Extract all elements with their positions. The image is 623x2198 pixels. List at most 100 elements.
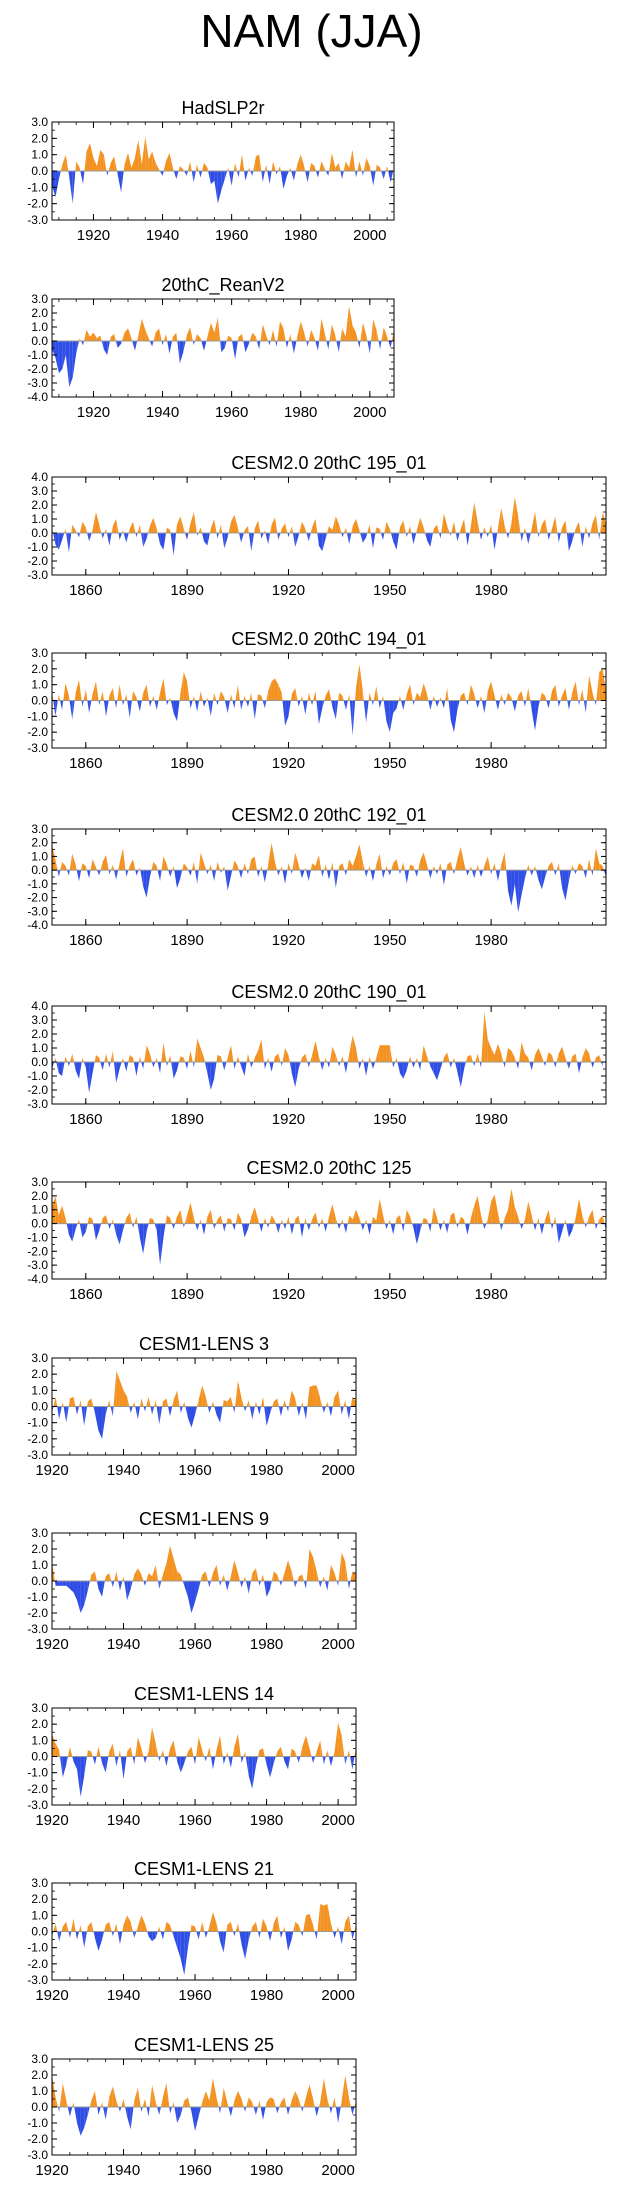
negative-area	[363, 700, 367, 723]
x-tick-label: 2000	[321, 2162, 354, 2179]
positive-area	[139, 1056, 142, 1062]
positive-area	[345, 306, 350, 341]
positive-area	[87, 1750, 92, 1757]
positive-area	[216, 1055, 218, 1062]
y-tick-label: -1.0	[27, 2116, 48, 2130]
negative-area	[298, 1062, 301, 1069]
negative-area	[220, 870, 221, 873]
positive-area	[349, 306, 353, 341]
negative-area	[264, 1062, 267, 1069]
positive-area	[199, 1219, 201, 1224]
positive-area	[399, 520, 404, 533]
y-tick-label: 3.0	[31, 1351, 48, 1365]
negative-area	[406, 1062, 409, 1071]
negative-area	[214, 171, 218, 204]
negative-area	[299, 1223, 302, 1238]
positive-area	[586, 675, 590, 701]
positive-area	[454, 859, 458, 871]
negative-area	[125, 2107, 128, 2117]
negative-area	[228, 2107, 231, 2117]
positive-area	[341, 2075, 346, 2107]
negative-area	[170, 700, 174, 714]
negative-area	[428, 700, 431, 710]
positive-area	[291, 687, 296, 701]
x-tick-label: 1920	[77, 227, 110, 244]
y-tick-label: 2.0	[31, 1542, 48, 1556]
negative-area	[441, 870, 444, 886]
positive-area	[95, 512, 100, 533]
positive-area	[102, 1215, 107, 1224]
positive-area	[252, 1921, 256, 1932]
negative-area	[291, 870, 293, 875]
negative-area	[160, 533, 164, 550]
negative-area	[97, 870, 100, 876]
negative-area	[413, 533, 417, 545]
positive-area	[112, 1050, 114, 1062]
positive-area	[140, 1398, 142, 1407]
positive-area	[523, 527, 525, 533]
positive-area	[243, 530, 245, 533]
positive-area	[538, 1048, 542, 1062]
positive-area	[185, 335, 187, 341]
positive-area	[266, 1057, 269, 1062]
negative-area	[428, 870, 431, 879]
negative-area	[76, 341, 80, 354]
negative-area	[83, 171, 85, 185]
negative-area	[230, 1756, 233, 1768]
positive-area	[243, 1751, 246, 1757]
positive-area	[560, 695, 563, 701]
negative-area	[207, 1581, 210, 1588]
positive-area	[459, 695, 461, 701]
negative-area	[322, 700, 325, 709]
negative-area	[520, 533, 522, 542]
negative-area	[207, 1406, 210, 1413]
positive-area	[343, 1921, 346, 1932]
positive-area	[441, 513, 444, 533]
negative-area	[204, 1062, 208, 1074]
negative-area	[301, 1223, 305, 1238]
positive-area	[313, 1557, 317, 1581]
positive-area	[191, 1746, 194, 1757]
positive-area	[111, 526, 113, 533]
negative-area	[450, 533, 452, 536]
positive-area	[329, 324, 332, 341]
positive-area	[61, 1926, 63, 1932]
positive-area	[200, 852, 205, 871]
positive-area	[66, 1921, 69, 1932]
negative-area	[363, 1062, 367, 1076]
negative-area	[79, 1223, 83, 1238]
positive-area	[426, 1056, 429, 1062]
negative-area	[492, 533, 495, 550]
negative-area	[270, 1931, 273, 1942]
positive-area	[558, 863, 560, 871]
positive-area	[202, 1385, 206, 1407]
y-tick-label: -2.0	[27, 725, 48, 739]
positive-area	[170, 1925, 173, 1932]
positive-area	[102, 691, 104, 701]
negative-area	[243, 2107, 246, 2112]
positive-area	[146, 1573, 149, 1581]
positive-area	[162, 1563, 167, 1581]
positive-area	[134, 139, 139, 171]
positive-area	[119, 848, 123, 871]
negative-area	[338, 341, 341, 353]
positive-area	[231, 1045, 234, 1062]
negative-area	[224, 870, 228, 891]
negative-area	[403, 1223, 405, 1232]
negative-area	[172, 1931, 174, 1937]
x-tick-label: 1980	[474, 1111, 507, 1128]
negative-area	[443, 700, 446, 709]
positive-area	[295, 1215, 299, 1224]
negative-area	[465, 533, 468, 546]
negative-area	[556, 1223, 559, 1243]
negative-area	[84, 1581, 88, 1605]
positive-area	[342, 328, 346, 341]
positive-area	[89, 1574, 92, 1581]
positive-area	[92, 681, 96, 701]
negative-area	[200, 171, 203, 178]
positive-area	[376, 1198, 380, 1224]
positive-area	[208, 864, 211, 871]
negative-area	[248, 533, 252, 552]
negative-area	[357, 341, 360, 348]
y-tick-label: 2.0	[31, 1189, 48, 1203]
